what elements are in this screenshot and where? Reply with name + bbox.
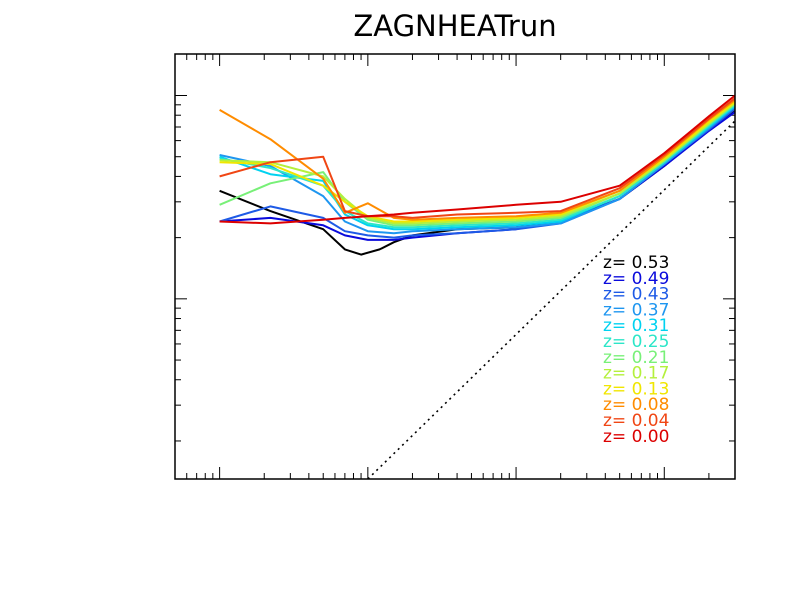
series-line-1 bbox=[219, 111, 735, 241]
legend-entry: z= 0.25 bbox=[603, 332, 669, 352]
legend-entry: z= 0.13 bbox=[603, 379, 669, 399]
reference-line bbox=[367, 120, 735, 479]
legend-entry: z= 0.37 bbox=[603, 300, 669, 320]
series-line-10 bbox=[219, 97, 735, 219]
legend-entry: z= 0.21 bbox=[603, 348, 669, 368]
legend-entry: z= 0.17 bbox=[603, 364, 669, 384]
series-line-5 bbox=[219, 104, 735, 229]
legend-entry: z= 0.00 bbox=[603, 427, 669, 447]
legend-entry: z= 0.04 bbox=[603, 411, 669, 431]
plot-frame bbox=[174, 53, 736, 480]
legend-entry: z= 0.43 bbox=[603, 285, 669, 305]
series-line-7 bbox=[219, 102, 735, 225]
legend-entry: z= 0.31 bbox=[603, 316, 669, 336]
series-line-9 bbox=[219, 99, 735, 221]
plot-area bbox=[219, 94, 735, 479]
legend-entry: z= 0.53 bbox=[603, 253, 669, 273]
series-line-11 bbox=[219, 94, 735, 225]
series-line-8 bbox=[219, 101, 735, 223]
legend-entry: z= 0.08 bbox=[603, 395, 669, 415]
series-line-3 bbox=[219, 106, 735, 235]
chart-title: ZAGNHEATrun bbox=[353, 9, 556, 43]
legend-entry: z= 0.49 bbox=[603, 269, 669, 289]
legend: z= 0.53z= 0.49z= 0.43z= 0.37z= 0.31z= 0.… bbox=[603, 253, 669, 447]
